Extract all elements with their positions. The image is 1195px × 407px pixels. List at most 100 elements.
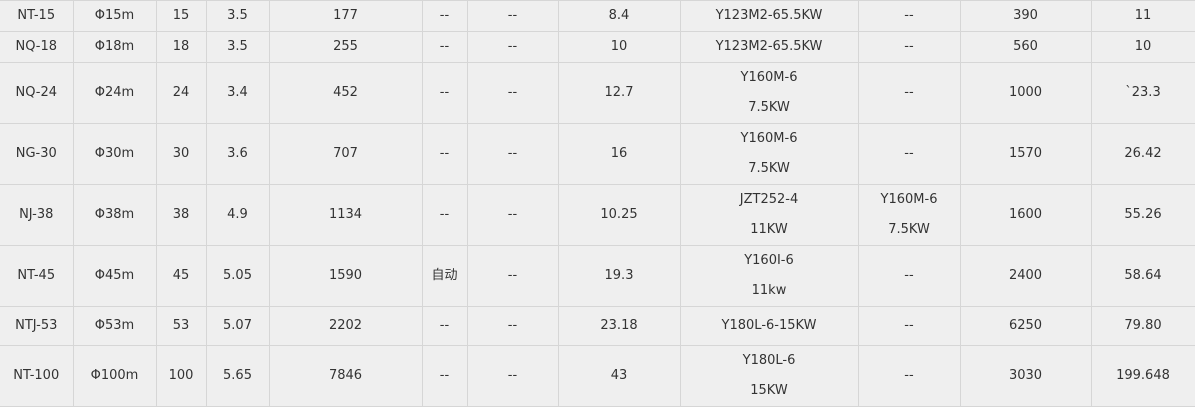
cell-motor2: -- — [857, 345, 961, 407]
cell-weight: 55.26 — [1090, 184, 1195, 246]
cell-model: NT-100 — [0, 345, 74, 407]
cell-motor: Y160I-6 11kw — [679, 245, 859, 307]
cell-mode: -- — [421, 62, 468, 124]
cell-line: -- — [904, 85, 914, 100]
cell-weight: 79.80 — [1090, 306, 1195, 346]
cell-size: 18 — [155, 31, 207, 63]
cell-weight: 10 — [1090, 31, 1195, 63]
cell-motor2: -- — [857, 0, 961, 32]
cell-line: -- — [904, 368, 914, 383]
cell-depth: 5.65 — [205, 345, 270, 407]
cell-depth: 3.6 — [205, 123, 270, 185]
cell-speed: 12.7 — [557, 62, 681, 124]
cell-area: 452 — [268, 62, 423, 124]
cell-col7: -- — [466, 345, 559, 407]
cell-line: 15KW — [750, 383, 788, 398]
cell-size: 53 — [155, 306, 207, 346]
cell-col7: -- — [466, 184, 559, 246]
cell-model: NG-30 — [0, 123, 74, 185]
cell-depth: 3.5 — [205, 31, 270, 63]
table-row: NTJ-53 Φ53m 53 5.07 2202 -- -- 23.18 Y180L-6-15K… — [0, 306, 1195, 346]
cell-col7: -- — [466, 123, 559, 185]
cell-capacity: 1000 — [959, 62, 1092, 124]
cell-capacity: 560 — [959, 31, 1092, 63]
cell-size: 45 — [155, 245, 207, 307]
table-row: NG-30 Φ30m 30 3.6 707 -- -- 16 Y160M-6 7.5KW -- 157… — [0, 123, 1195, 185]
cell-model: NT-15 — [0, 0, 74, 32]
cell-col7: -- — [466, 306, 559, 346]
cell-motor2: -- — [857, 245, 961, 307]
cell-weight: 11 — [1090, 0, 1195, 32]
table-row: NT-45 Φ45m 45 5.05 1590 自动 -- 19.3 Y160I-6 11kw --… — [0, 245, 1195, 307]
cell-weight: 199.648 — [1090, 345, 1195, 407]
cell-area: 177 — [268, 0, 423, 32]
cell-speed: 10 — [557, 31, 681, 63]
cell-speed: 23.18 — [557, 306, 681, 346]
cell-line: Y160I-6 — [744, 253, 794, 268]
cell-model: NT-45 — [0, 245, 74, 307]
cell-line: Y180L-6-15KW — [721, 318, 817, 333]
cell-mode: -- — [421, 345, 468, 407]
cell-motor2: -- — [857, 62, 961, 124]
cell-motor: Y160M-6 7.5KW — [679, 62, 859, 124]
cell-mode: -- — [421, 123, 468, 185]
cell-motor: JZT252-4 11KW — [679, 184, 859, 246]
cell-col7: -- — [466, 62, 559, 124]
cell-speed: 16 — [557, 123, 681, 185]
cell-line: 11KW — [750, 222, 788, 237]
cell-line: Y123M2-65.5KW — [715, 8, 823, 23]
cell-line: 7.5KW — [888, 222, 930, 237]
cell-depth: 3.4 — [205, 62, 270, 124]
cell-weight: 58.64 — [1090, 245, 1195, 307]
cell-mode: -- — [421, 0, 468, 32]
cell-line: -- — [904, 318, 914, 333]
cell-diameter: Φ100m — [72, 345, 157, 407]
cell-line: 7.5KW — [748, 100, 790, 115]
cell-area: 255 — [268, 31, 423, 63]
cell-size: 30 — [155, 123, 207, 185]
cell-diameter: Φ45m — [72, 245, 157, 307]
cell-weight: 26.42 — [1090, 123, 1195, 185]
cell-area: 7846 — [268, 345, 423, 407]
cell-motor: Y123M2-65.5KW — [679, 31, 859, 63]
cell-line: Y180L-6 — [742, 353, 796, 368]
cell-mode: 自动 — [421, 245, 468, 307]
cell-size: 100 — [155, 345, 207, 407]
cell-model: NQ-24 — [0, 62, 74, 124]
cell-line: Y123M2-65.5KW — [715, 39, 823, 54]
cell-motor2: -- — [857, 123, 961, 185]
cell-size: 24 — [155, 62, 207, 124]
cell-size: 15 — [155, 0, 207, 32]
cell-speed: 8.4 — [557, 0, 681, 32]
cell-capacity: 2400 — [959, 245, 1092, 307]
table-row: NT-100 Φ100m 100 5.65 7846 -- -- 43 Y180L-6 15KW -… — [0, 345, 1195, 407]
cell-motor2: -- — [857, 31, 961, 63]
cell-mode: -- — [421, 184, 468, 246]
cell-mode: -- — [421, 306, 468, 346]
cell-motor: Y180L-6-15KW — [679, 306, 859, 346]
cell-weight: `23.3 — [1090, 62, 1195, 124]
cell-speed: 19.3 — [557, 245, 681, 307]
cell-col7: -- — [466, 245, 559, 307]
cell-line: -- — [904, 268, 914, 283]
cell-line: 11kw — [751, 283, 787, 298]
cell-speed: 10.25 — [557, 184, 681, 246]
cell-depth: 5.05 — [205, 245, 270, 307]
table-row: NQ-18 Φ18m 18 3.5 255 -- -- 10 Y123M2-65.5KW -- 56… — [0, 31, 1195, 63]
cell-capacity: 390 — [959, 0, 1092, 32]
cell-depth: 5.07 — [205, 306, 270, 346]
cell-size: 38 — [155, 184, 207, 246]
table-row: NT-15 Φ15m 15 3.5 177 -- -- 8.4 Y123M2-65.5KW -- 3… — [0, 0, 1195, 32]
cell-area: 707 — [268, 123, 423, 185]
cell-line: 7.5KW — [748, 161, 790, 176]
cell-capacity: 6250 — [959, 306, 1092, 346]
cell-capacity: 1600 — [959, 184, 1092, 246]
cell-motor: Y160M-6 7.5KW — [679, 123, 859, 185]
cell-line: -- — [904, 8, 914, 23]
cell-area: 2202 — [268, 306, 423, 346]
cell-line: -- — [904, 39, 914, 54]
cell-diameter: Φ15m — [72, 0, 157, 32]
cell-line: JZT252-4 — [739, 192, 799, 207]
cell-model: NTJ-53 — [0, 306, 74, 346]
